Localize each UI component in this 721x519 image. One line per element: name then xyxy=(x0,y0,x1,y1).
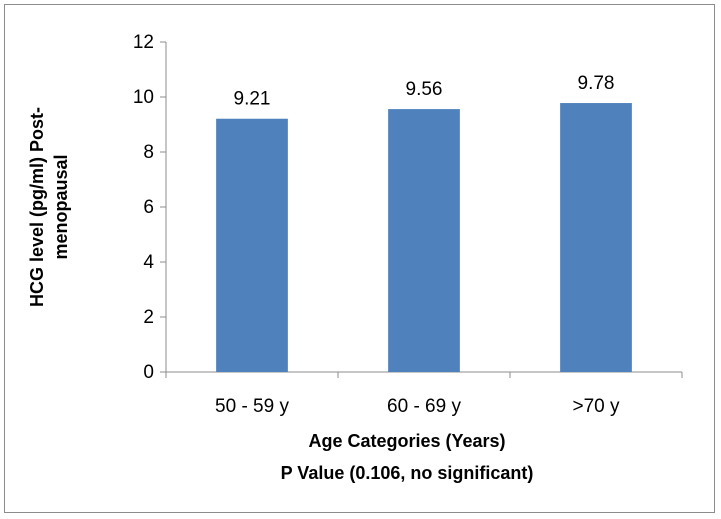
y-tick-label: 4 xyxy=(143,252,154,273)
y-axis-title-line1: HCG level (pg/ml) Post- xyxy=(27,107,47,307)
x-axis-title-line2: P Value (0.106, no significant) xyxy=(281,463,534,483)
y-tick-label: 2 xyxy=(143,307,154,328)
y-tick-label: 10 xyxy=(133,87,154,108)
y-axis: 0 2 4 6 8 10 12 xyxy=(133,32,167,383)
x-axis-title-line1: Age Categories (Years) xyxy=(308,431,505,451)
x-tick-label: 50 - 59 y xyxy=(215,396,289,417)
bar xyxy=(560,103,632,373)
data-label: 9.56 xyxy=(406,79,443,100)
x-axis: 50 - 59 y 60 - 69 y >70 y xyxy=(165,371,683,417)
x-tick-label: >70 y xyxy=(572,396,620,417)
y-tick-label: 8 xyxy=(143,142,154,163)
bar xyxy=(216,118,288,372)
bars xyxy=(216,103,632,373)
y-tick-label: 0 xyxy=(143,362,154,383)
data-labels: 9.21 9.56 9.78 xyxy=(234,73,615,110)
bar xyxy=(388,109,460,372)
data-label: 9.78 xyxy=(578,73,615,94)
y-axis-title-line2: menopausal xyxy=(51,154,71,259)
x-tick-label: 60 - 69 y xyxy=(387,396,461,417)
data-label: 9.21 xyxy=(234,89,271,110)
y-tick-label: 6 xyxy=(143,197,154,218)
y-tick-label: 12 xyxy=(133,32,154,53)
